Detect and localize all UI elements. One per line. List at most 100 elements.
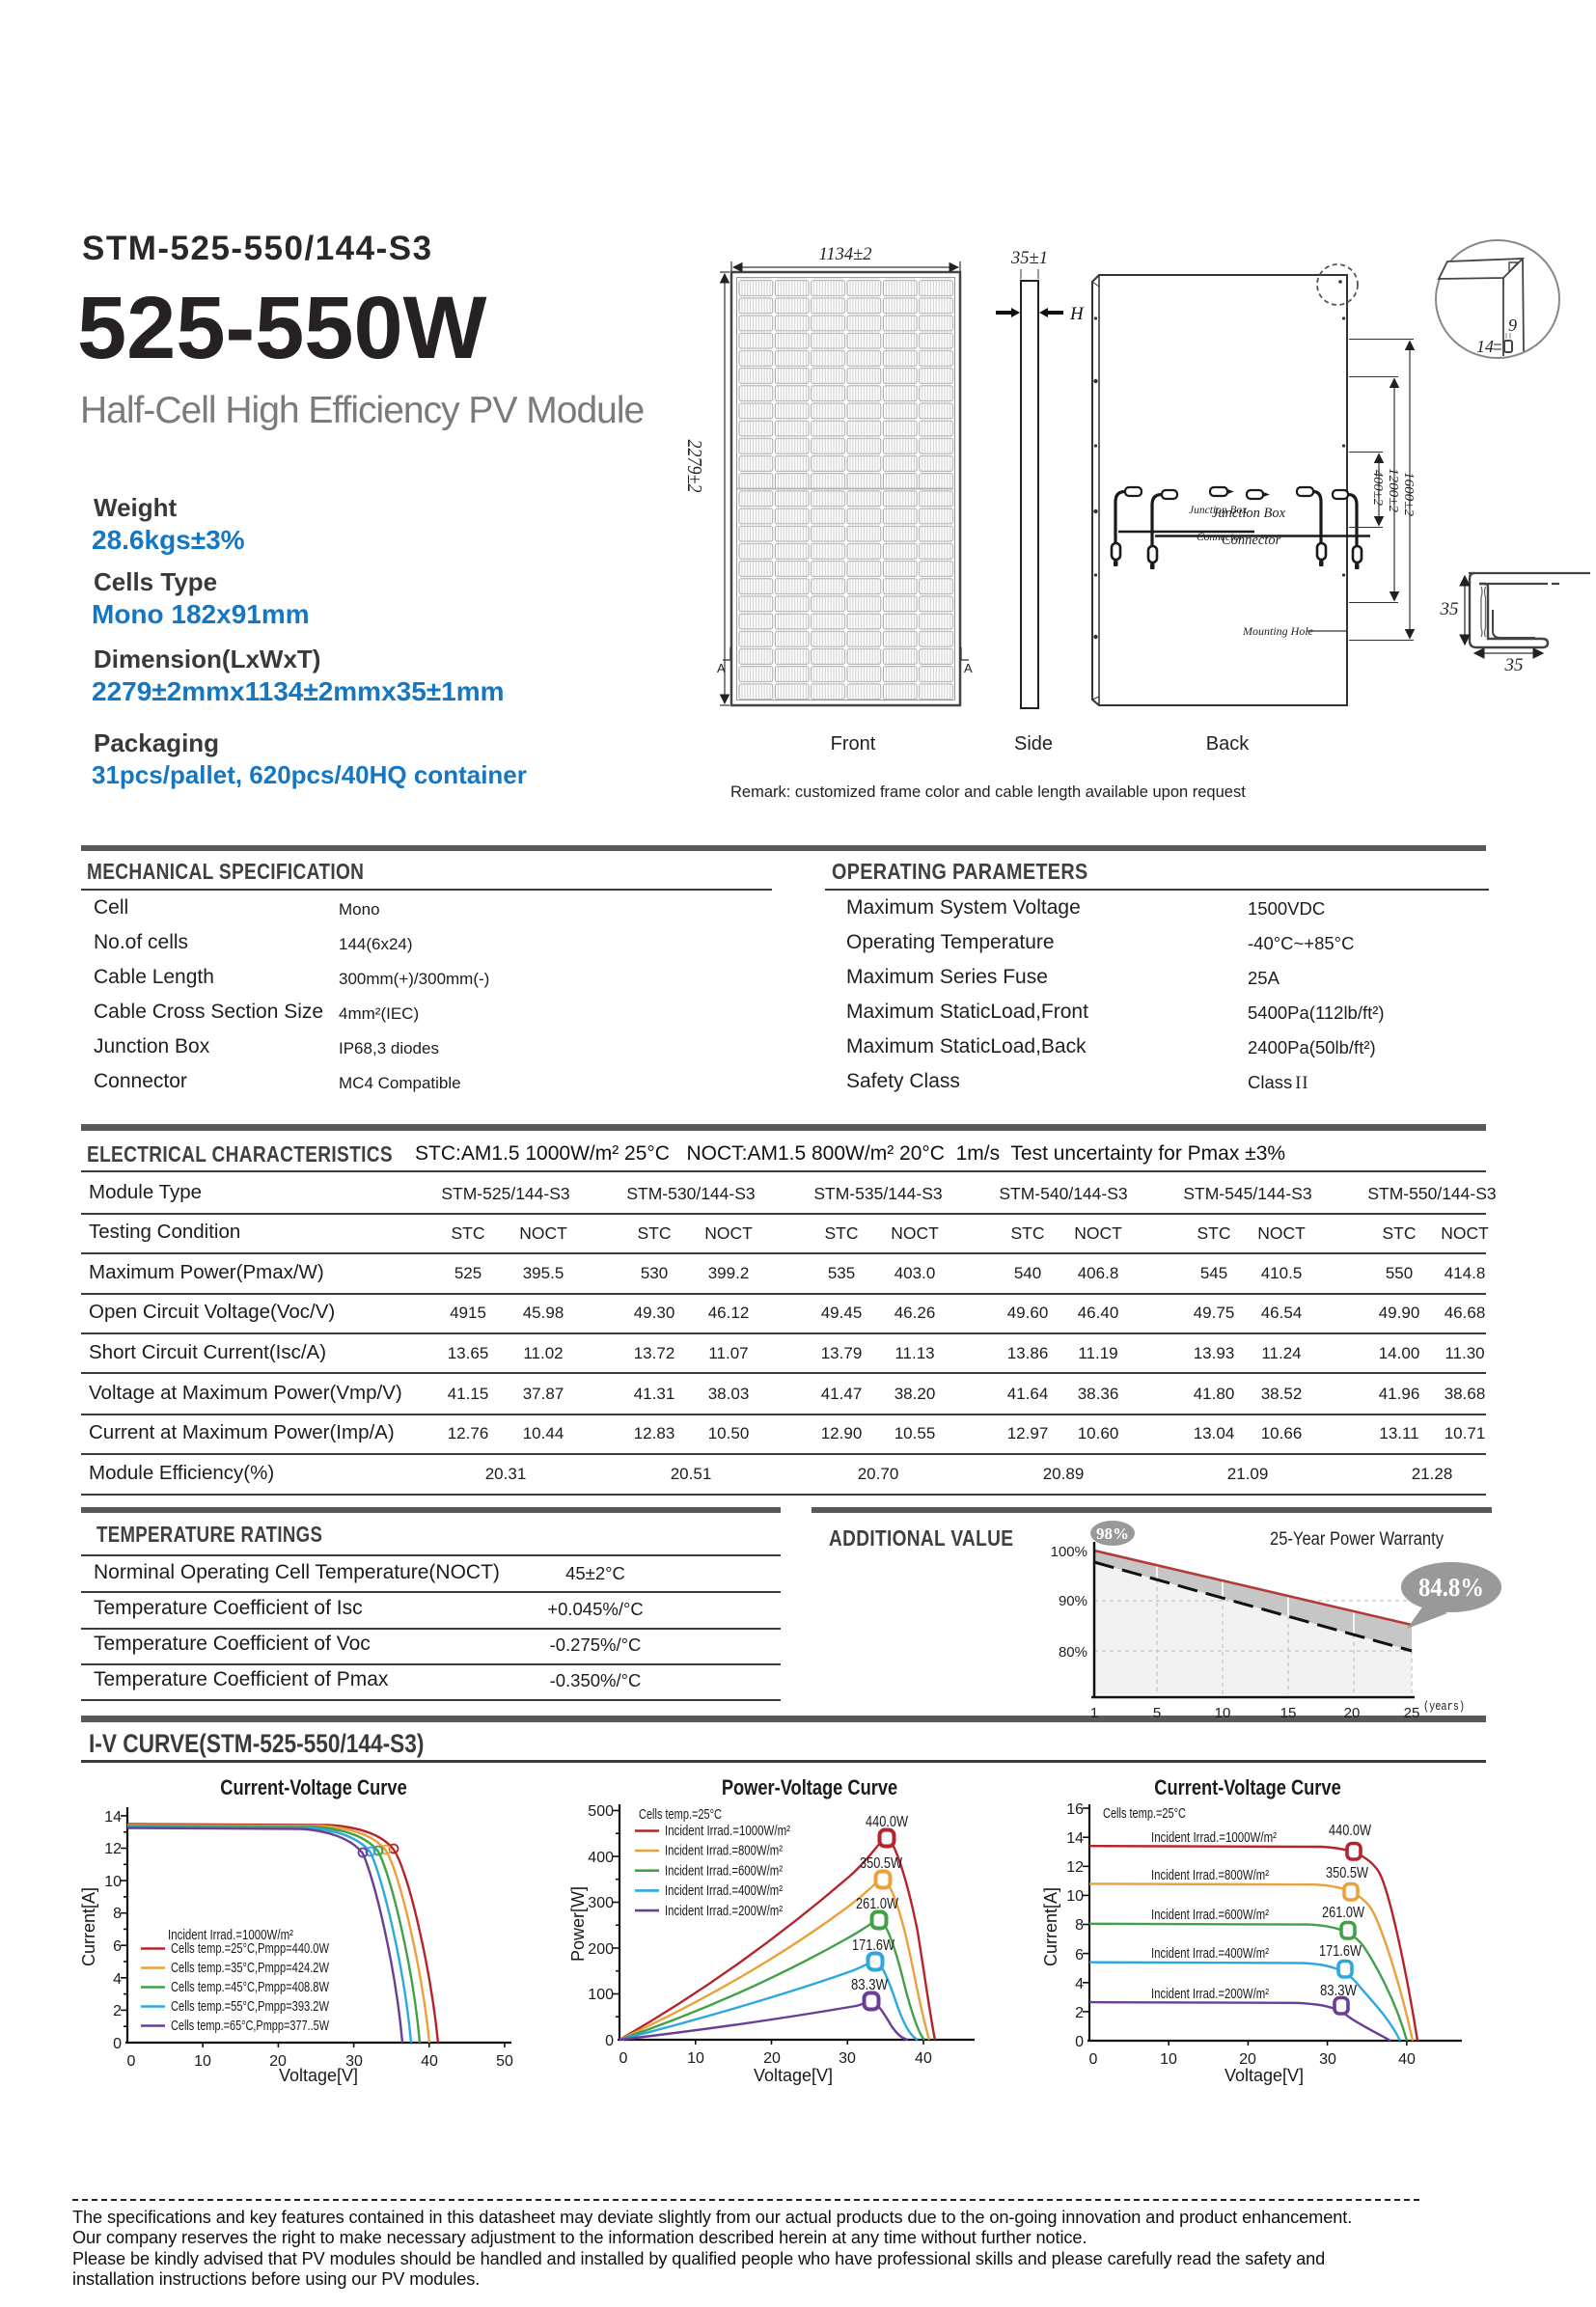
svg-text:Junction Box: Junction Box [1212, 506, 1286, 521]
svg-text:Cells temp.=55°C,Pmpp=393.2W: Cells temp.=55°C,Pmpp=393.2W [171, 1999, 329, 2015]
svg-text:Cells temp.=25°C: Cells temp.=25°C [639, 1807, 722, 1823]
svg-text:500: 500 [588, 1803, 614, 1820]
svg-text:A: A [717, 661, 726, 675]
svg-text:40: 40 [421, 2053, 438, 2070]
svg-text:50: 50 [496, 2053, 513, 2070]
svg-text:Connector: Connector [1197, 532, 1244, 543]
svg-text:100%: 100% [1051, 1544, 1087, 1560]
svg-text:Cells temp.=25°C: Cells temp.=25°C [1103, 1806, 1186, 1822]
svg-text:Incident Irrad.=1000W/m²: Incident Irrad.=1000W/m² [1151, 1830, 1277, 1846]
svg-text:261.0W: 261.0W [1322, 1905, 1364, 1921]
svg-text:Incident Irrad.=1000W/m²: Incident Irrad.=1000W/m² [168, 1928, 293, 1943]
svg-text:98%: 98% [1096, 1524, 1129, 1543]
svg-text:A: A [964, 661, 973, 675]
svg-text:440.0W: 440.0W [866, 1814, 908, 1830]
svg-text:1600±2: 1600±2 [1402, 472, 1417, 516]
svg-text:Junction Box: Junction Box [1189, 505, 1248, 516]
svg-text:10: 10 [1160, 2051, 1177, 2068]
svg-text:261.0W: 261.0W [856, 1896, 898, 1912]
svg-text:20: 20 [1239, 2051, 1256, 2068]
svg-text:350.5W: 350.5W [860, 1855, 902, 1872]
svg-text:0: 0 [127, 2053, 136, 2070]
svg-text:Mounting Hole: Mounting Hole [1242, 624, 1314, 638]
svg-text:Connector: Connector [1222, 533, 1281, 548]
svg-text:14: 14 [1476, 337, 1494, 356]
svg-text:6: 6 [113, 1938, 122, 1955]
svg-text:400±2: 400±2 [1371, 470, 1386, 506]
svg-text:40: 40 [1398, 2051, 1416, 2068]
svg-text:4: 4 [1075, 1976, 1084, 1992]
svg-text:12: 12 [104, 1841, 122, 1857]
svg-text:8: 8 [113, 1906, 122, 1922]
svg-text:100: 100 [588, 1987, 614, 2003]
svg-text:Cells temp.=25°C,Pmpp=440.0W: Cells temp.=25°C,Pmpp=440.0W [171, 1941, 329, 1957]
svg-text:Incident Irrad.=600W/m²: Incident Irrad.=600W/m² [1151, 1908, 1269, 1923]
svg-text:10: 10 [104, 1874, 122, 1890]
svg-text:4: 4 [113, 1971, 122, 1988]
svg-text:10: 10 [1215, 1705, 1231, 1721]
svg-text:35±1: 35±1 [1010, 248, 1048, 268]
svg-text:35: 35 [1504, 655, 1524, 675]
svg-text:25-Year Power Warranty: 25-Year Power Warranty [1270, 1529, 1444, 1550]
svg-text:Cells temp.=35°C,Pmpp=424.2W: Cells temp.=35°C,Pmpp=424.2W [171, 1961, 329, 1976]
svg-text:350.5W: 350.5W [1326, 1865, 1368, 1881]
svg-text:0: 0 [605, 2033, 614, 2049]
svg-text:Incident Irrad.=400W/m²: Incident Irrad.=400W/m² [1151, 1946, 1269, 1962]
svg-text:20: 20 [763, 2050, 781, 2067]
svg-text:0: 0 [1075, 2034, 1084, 2050]
svg-text:Incident Irrad.=800W/m²: Incident Irrad.=800W/m² [665, 1844, 783, 1859]
svg-text:6: 6 [1075, 1947, 1084, 1964]
svg-text:2: 2 [1075, 2005, 1084, 2021]
svg-text:0: 0 [619, 2050, 628, 2067]
svg-text:9: 9 [1508, 316, 1517, 335]
svg-text:Incident Irrad.=200W/m²: Incident Irrad.=200W/m² [1151, 1987, 1269, 2002]
svg-text:Cells temp.=65°C,Pmpp=377..5W: Cells temp.=65°C,Pmpp=377..5W [171, 2019, 329, 2034]
svg-text:83.3W: 83.3W [1320, 1983, 1357, 1999]
svg-text:80%: 80% [1059, 1644, 1087, 1661]
svg-text:Current[A]: Current[A] [79, 1887, 98, 1966]
svg-text:171.6W: 171.6W [852, 1937, 894, 1954]
svg-text:0: 0 [113, 2036, 122, 2052]
svg-text:171.6W: 171.6W [1319, 1943, 1362, 1960]
svg-text:Power[W]: Power[W] [568, 1886, 588, 1962]
svg-text:0: 0 [1089, 2051, 1098, 2068]
svg-text:Incident Irrad.=200W/m²: Incident Irrad.=200W/m² [665, 1904, 783, 1919]
svg-text:20: 20 [269, 2053, 287, 2070]
svg-text:83.3W: 83.3W [851, 1977, 888, 1993]
svg-text:1200±2: 1200±2 [1387, 468, 1401, 512]
svg-text:15: 15 [1280, 1705, 1297, 1721]
svg-text:12: 12 [1066, 1859, 1084, 1876]
svg-text:Incident Irrad.=600W/m²: Incident Irrad.=600W/m² [665, 1863, 783, 1879]
svg-text:Current[A]: Current[A] [1041, 1887, 1060, 1966]
svg-text:40: 40 [915, 2050, 932, 2067]
svg-text:400: 400 [588, 1850, 614, 1866]
svg-text:1: 1 [1090, 1705, 1098, 1721]
svg-text:10: 10 [1066, 1888, 1084, 1905]
svg-text:14: 14 [1066, 1830, 1084, 1847]
svg-text:90%: 90% [1059, 1593, 1087, 1609]
svg-text:Incident Irrad.=400W/m²: Incident Irrad.=400W/m² [665, 1883, 783, 1899]
svg-text:8: 8 [1075, 1917, 1084, 1934]
svg-text:Cells temp.=45°C,Pmpp=408.8W: Cells temp.=45°C,Pmpp=408.8W [171, 1980, 329, 1995]
svg-text:Voltage[V]: Voltage[V] [279, 2066, 358, 2085]
svg-text:(years): (years) [1423, 1699, 1465, 1714]
svg-text:10: 10 [687, 2050, 704, 2067]
svg-text:440.0W: 440.0W [1329, 1823, 1371, 1839]
svg-text:84.8%: 84.8% [1418, 1573, 1484, 1602]
svg-text:16: 16 [1066, 1801, 1084, 1818]
svg-text:30: 30 [1319, 2051, 1336, 2068]
svg-text:25: 25 [1404, 1705, 1420, 1721]
svg-text:14: 14 [104, 1809, 122, 1826]
svg-text:Incident Irrad.=1000W/m²: Incident Irrad.=1000W/m² [665, 1824, 790, 1839]
svg-text:30: 30 [839, 2050, 856, 2067]
svg-text:30: 30 [345, 2053, 363, 2070]
svg-text:2: 2 [113, 2003, 122, 2019]
svg-text:200: 200 [588, 1941, 614, 1958]
svg-text:2279±2: 2279±2 [683, 440, 706, 493]
svg-text:10: 10 [194, 2053, 211, 2070]
svg-text:20: 20 [1344, 1705, 1361, 1721]
svg-text:35: 35 [1440, 599, 1459, 619]
svg-text:Incident Irrad.=800W/m²: Incident Irrad.=800W/m² [1151, 1868, 1269, 1883]
svg-text:H: H [1069, 304, 1085, 324]
svg-text:Voltage[V]: Voltage[V] [1225, 2066, 1304, 2085]
